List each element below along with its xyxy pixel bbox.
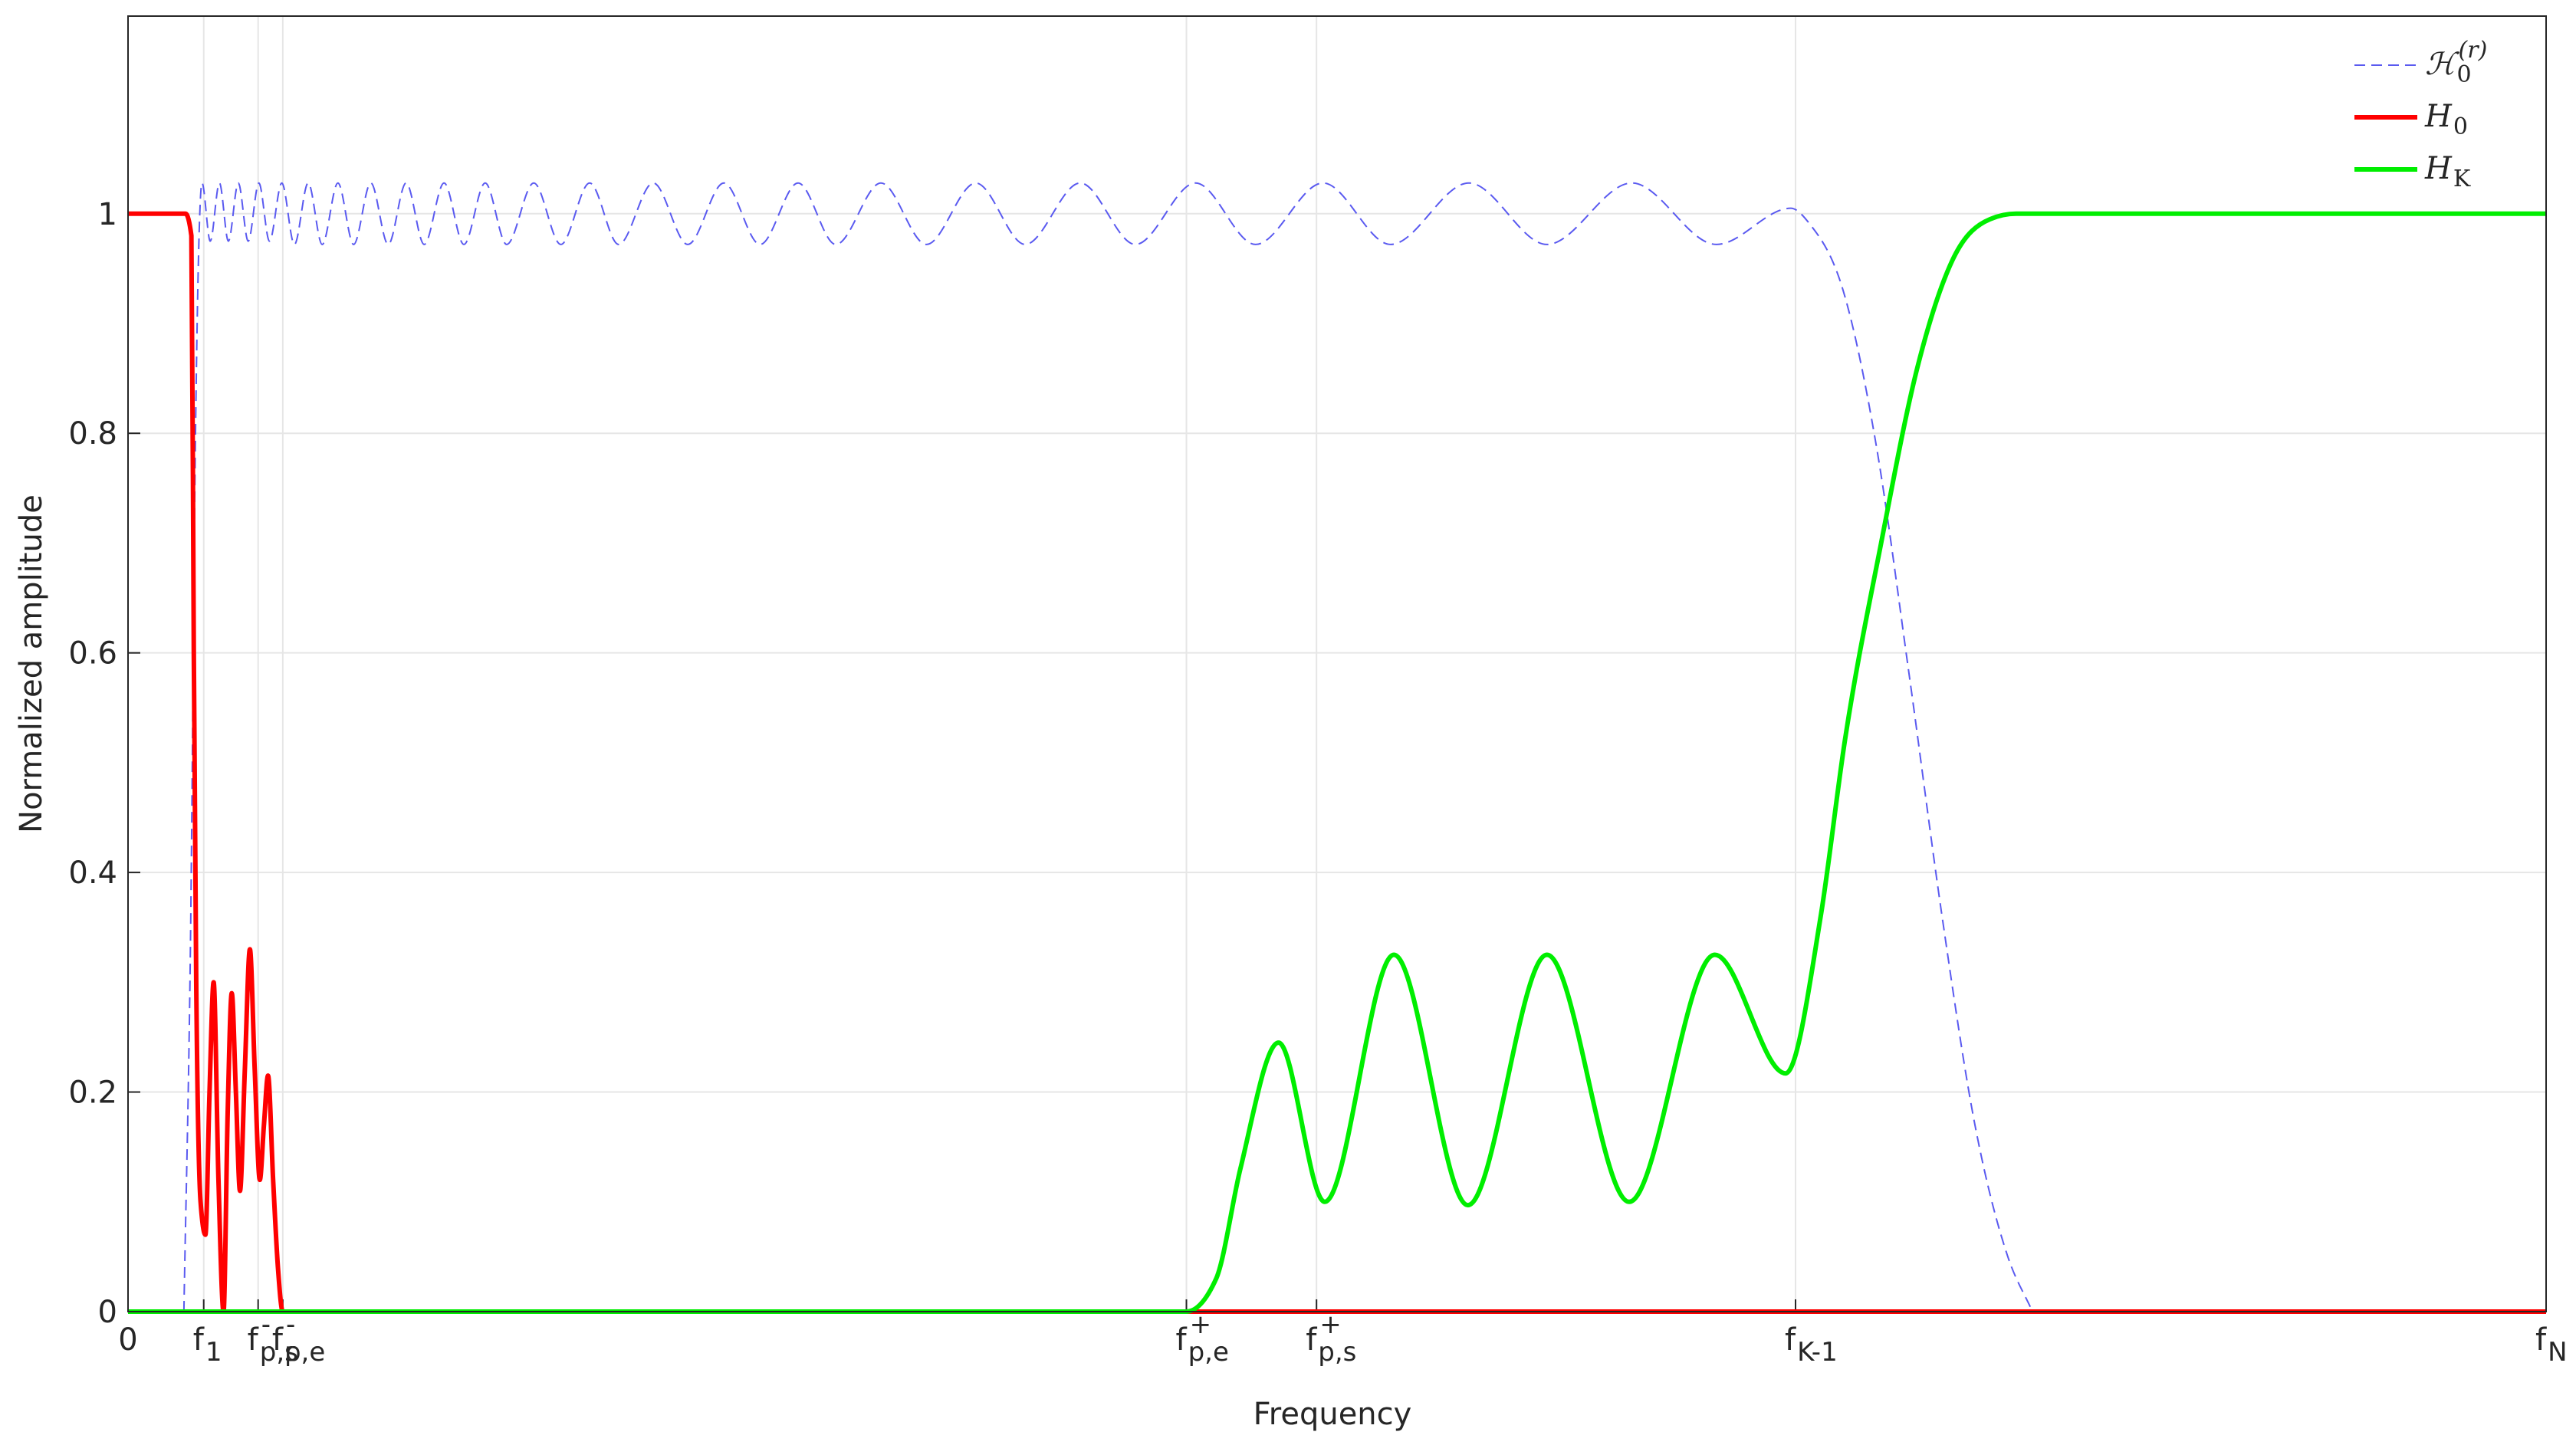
x-tick-label-sup: + — [1190, 1309, 1212, 1340]
y-tick-label: 1 — [98, 197, 117, 232]
x-tick-label-base: f — [248, 1322, 259, 1358]
x-tick-label: f p,s+ — [1306, 1309, 1356, 1368]
x-tick-label-sub: p,e — [284, 1337, 325, 1368]
line-series — [127, 211, 2546, 1315]
x-tick-label-base: f — [1306, 1322, 1317, 1358]
x-tick-label-sub: 1 — [205, 1337, 222, 1368]
x-tick-label: f K-1 — [1785, 1322, 1838, 1368]
x-tick-label-sub: K-1 — [1797, 1337, 1838, 1368]
legend-label: H — [2424, 151, 2453, 186]
x-tick-label-base: f — [193, 1322, 205, 1358]
y-tick-label: 0.6 — [68, 636, 117, 672]
x-tick-label-sub: p,s — [1318, 1337, 1356, 1368]
legend-item: ℋ 0(r) — [2425, 37, 2487, 88]
x-tick-label: f p,s- — [248, 1309, 298, 1368]
x-tick-label-sup: - — [286, 1309, 295, 1340]
legend-label: ℋ — [2425, 47, 2459, 82]
x-tick-label: 0 — [118, 1322, 137, 1358]
x-tick-label: f p,e- — [272, 1309, 325, 1368]
x-tick-label-base: f — [2535, 1322, 2547, 1358]
x-tick-label-sub: N — [2548, 1337, 2567, 1368]
x-tick-label-sub: p,e — [1188, 1337, 1229, 1368]
legend-label-sub: 0 — [2453, 113, 2468, 140]
x-tick-label-sup: - — [261, 1309, 271, 1340]
axes-box — [127, 15, 2547, 1312]
x-tick-label-base: f — [272, 1322, 284, 1358]
y-tick-label: 0 — [98, 1295, 117, 1330]
x-tick-label-sub: p,s — [260, 1337, 298, 1368]
line-series — [182, 182, 2034, 1312]
line-series — [128, 211, 2546, 1315]
y-tick-label: 0.8 — [68, 416, 117, 452]
y-tick-label: 0.4 — [68, 856, 117, 891]
x-tick-label-base: f — [1785, 1322, 1796, 1358]
x-axis-label: Frequency — [1254, 1397, 1412, 1432]
legend-label-sup: (r) — [2459, 37, 2488, 64]
x-tick-label-sup: + — [1319, 1309, 1342, 1340]
x-tick-label: f p,e+ — [1176, 1309, 1229, 1368]
legend-label-sub: 0 — [2457, 61, 2472, 88]
legend-label: H — [2424, 99, 2453, 134]
y-tick-label: 0.2 — [68, 1076, 117, 1111]
x-tick-label-base: f — [1176, 1322, 1188, 1358]
legend-label-sub: K — [2453, 166, 2471, 192]
y-axis-label: Normalized amplitude — [14, 494, 49, 833]
